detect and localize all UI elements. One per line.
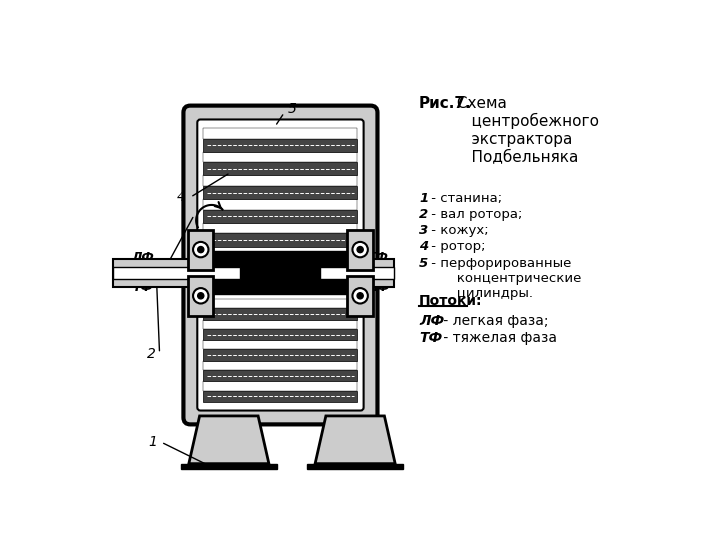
- Bar: [348, 230, 373, 269]
- Circle shape: [353, 288, 368, 303]
- Bar: [204, 176, 357, 186]
- Circle shape: [357, 247, 363, 253]
- FancyBboxPatch shape: [184, 106, 377, 424]
- Bar: [204, 299, 357, 308]
- Circle shape: [357, 293, 363, 299]
- Bar: [204, 349, 357, 361]
- Bar: [113, 259, 213, 287]
- Bar: [348, 276, 373, 316]
- Text: 4: 4: [177, 190, 186, 204]
- Bar: [204, 370, 357, 381]
- Polygon shape: [315, 416, 395, 464]
- Text: - вал ротора;: - вал ротора;: [427, 208, 522, 221]
- Bar: [204, 361, 357, 370]
- Text: 5: 5: [419, 256, 428, 269]
- Bar: [204, 186, 357, 199]
- Text: 2: 2: [419, 208, 428, 221]
- Bar: [204, 381, 357, 391]
- Bar: [188, 276, 213, 316]
- Bar: [204, 163, 357, 176]
- Bar: [204, 223, 357, 233]
- Text: - легкая фаза;: - легкая фаза;: [439, 314, 549, 328]
- Polygon shape: [189, 416, 269, 464]
- Text: ЛФ: ЛФ: [131, 251, 154, 264]
- Text: ЛФ: ЛФ: [367, 281, 390, 294]
- Bar: [204, 340, 357, 349]
- Bar: [204, 210, 357, 223]
- Text: 5: 5: [288, 103, 297, 117]
- Bar: [320, 267, 394, 279]
- Text: Рис.7.: Рис.7.: [419, 96, 472, 111]
- Bar: [204, 128, 357, 139]
- Text: ТФ: ТФ: [132, 281, 153, 294]
- Text: ТФ: ТФ: [368, 251, 389, 264]
- Bar: [204, 320, 357, 329]
- Bar: [204, 139, 357, 152]
- Circle shape: [353, 242, 368, 257]
- Bar: [204, 152, 357, 163]
- Text: - станина;: - станина;: [427, 192, 502, 205]
- Bar: [307, 464, 403, 469]
- Bar: [204, 329, 357, 340]
- Text: - перфорированные
       концентрические
       цилиндры.: - перфорированные концентрические цилинд…: [427, 256, 581, 300]
- Circle shape: [198, 293, 204, 299]
- Text: - тяжелая фаза: - тяжелая фаза: [439, 331, 557, 345]
- Text: Схема
    центробежного
    экстрактора
    Подбельняка: Схема центробежного экстрактора Подбельн…: [452, 96, 599, 164]
- Circle shape: [198, 247, 204, 253]
- Text: ТФ: ТФ: [419, 331, 442, 345]
- Bar: [188, 230, 213, 269]
- Text: 1: 1: [148, 435, 157, 449]
- Bar: [204, 391, 357, 402]
- Text: - ротор;: - ротор;: [427, 240, 485, 253]
- FancyBboxPatch shape: [197, 119, 364, 410]
- Bar: [348, 259, 394, 287]
- Bar: [204, 199, 357, 210]
- Text: - кожух;: - кожух;: [427, 224, 488, 237]
- Text: Потоки:: Потоки:: [419, 294, 482, 308]
- Text: ЛФ: ЛФ: [419, 314, 444, 328]
- Text: 2: 2: [147, 347, 156, 361]
- Bar: [113, 267, 240, 279]
- Text: 4: 4: [419, 240, 428, 253]
- Circle shape: [193, 242, 209, 257]
- Circle shape: [193, 288, 209, 303]
- Text: 3: 3: [419, 224, 428, 237]
- Text: 1: 1: [419, 192, 428, 205]
- Bar: [204, 233, 357, 247]
- Bar: [212, 251, 349, 294]
- Text: 3: 3: [152, 262, 161, 276]
- Bar: [181, 464, 276, 469]
- Bar: [204, 308, 357, 320]
